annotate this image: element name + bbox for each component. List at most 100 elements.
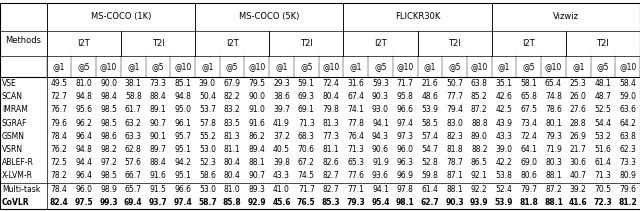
Text: @5: @5 xyxy=(522,62,535,71)
Text: 89.3: 89.3 xyxy=(248,185,265,194)
Text: 80.6: 80.6 xyxy=(520,171,537,180)
Text: I2T: I2T xyxy=(226,39,239,48)
Text: 71.3: 71.3 xyxy=(298,119,315,128)
Text: 82.2: 82.2 xyxy=(224,92,241,101)
Text: 62.8: 62.8 xyxy=(125,145,141,154)
Text: 91.6: 91.6 xyxy=(248,119,265,128)
Text: 97.5: 97.5 xyxy=(74,198,93,207)
Text: 96.2: 96.2 xyxy=(76,119,92,128)
Text: @10: @10 xyxy=(619,62,636,71)
Text: VSE: VSE xyxy=(2,79,17,88)
Text: 94.1: 94.1 xyxy=(372,119,389,128)
Text: 63.2: 63.2 xyxy=(125,119,141,128)
Text: 52.5: 52.5 xyxy=(595,106,611,115)
Text: Vizwiz: Vizwiz xyxy=(553,12,579,21)
Text: 69.0: 69.0 xyxy=(520,158,537,167)
Text: 62.7: 62.7 xyxy=(420,198,439,207)
Text: 38.1: 38.1 xyxy=(125,79,141,88)
Text: 90.7: 90.7 xyxy=(150,119,166,128)
Text: 88.4: 88.4 xyxy=(150,92,166,101)
Text: @10: @10 xyxy=(323,62,340,71)
Text: 92.2: 92.2 xyxy=(471,185,488,194)
Text: 94.4: 94.4 xyxy=(76,158,92,167)
Text: 96.3: 96.3 xyxy=(397,158,413,167)
Text: 77.3: 77.3 xyxy=(323,132,339,141)
Text: T2I: T2I xyxy=(448,39,461,48)
Text: 58.5: 58.5 xyxy=(422,119,438,128)
Text: 73.3: 73.3 xyxy=(619,158,636,167)
Text: 42.2: 42.2 xyxy=(495,158,513,167)
Text: VSRN: VSRN xyxy=(2,145,23,154)
Text: 93.0: 93.0 xyxy=(372,106,389,115)
Text: 49.5: 49.5 xyxy=(51,79,68,88)
Text: 94.2: 94.2 xyxy=(174,158,191,167)
Text: 72.3: 72.3 xyxy=(593,198,612,207)
Text: 96.4: 96.4 xyxy=(76,132,92,141)
Text: 39.0: 39.0 xyxy=(495,145,513,154)
Text: 51.6: 51.6 xyxy=(595,145,611,154)
Text: 82.4: 82.4 xyxy=(50,198,68,207)
Text: 78.2: 78.2 xyxy=(51,171,67,180)
Text: SGRAF: SGRAF xyxy=(2,119,28,128)
Text: 94.8: 94.8 xyxy=(174,92,191,101)
Text: 72.4: 72.4 xyxy=(323,79,339,88)
Text: 73.3: 73.3 xyxy=(150,79,166,88)
Text: 31.6: 31.6 xyxy=(348,79,364,88)
Text: 29.3: 29.3 xyxy=(273,79,290,88)
Text: 41.6: 41.6 xyxy=(569,198,588,207)
Text: 58.6: 58.6 xyxy=(199,171,216,180)
Text: 82.7: 82.7 xyxy=(323,171,339,180)
Text: 86.5: 86.5 xyxy=(471,158,488,167)
Text: 72.5: 72.5 xyxy=(51,158,67,167)
Text: 67.2: 67.2 xyxy=(298,158,315,167)
Text: @1: @1 xyxy=(498,62,510,71)
Text: 80.4: 80.4 xyxy=(224,158,241,167)
Text: 94.8: 94.8 xyxy=(76,92,92,101)
Text: 53.2: 53.2 xyxy=(595,132,611,141)
Text: Methods: Methods xyxy=(5,36,42,45)
Text: 63.8: 63.8 xyxy=(620,132,636,141)
Text: 61.7: 61.7 xyxy=(125,106,141,115)
Text: 81.1: 81.1 xyxy=(323,145,339,154)
Text: 37.2: 37.2 xyxy=(273,132,290,141)
Text: 28.8: 28.8 xyxy=(570,119,586,128)
Text: SCAN: SCAN xyxy=(2,92,23,101)
Text: 93.6: 93.6 xyxy=(372,171,389,180)
Text: @10: @10 xyxy=(100,62,117,71)
Text: @1: @1 xyxy=(53,62,65,71)
Text: @5: @5 xyxy=(152,62,164,71)
Text: 76.4: 76.4 xyxy=(348,132,364,141)
Text: 40.5: 40.5 xyxy=(273,145,290,154)
Text: 96.0: 96.0 xyxy=(397,145,413,154)
Text: 98.5: 98.5 xyxy=(100,119,117,128)
Text: @5: @5 xyxy=(596,62,609,71)
Text: 90.3: 90.3 xyxy=(372,92,389,101)
Text: @5: @5 xyxy=(226,62,238,71)
Text: 83.2: 83.2 xyxy=(224,106,241,115)
Text: 57.8: 57.8 xyxy=(199,119,216,128)
Text: 91.5: 91.5 xyxy=(150,185,166,194)
Text: 25.3: 25.3 xyxy=(570,79,587,88)
Text: 81.3: 81.3 xyxy=(323,119,339,128)
Text: 35.1: 35.1 xyxy=(495,79,513,88)
Text: 48.1: 48.1 xyxy=(595,79,611,88)
Text: 26.9: 26.9 xyxy=(570,132,587,141)
Text: 97.2: 97.2 xyxy=(100,158,117,167)
Text: 94.8: 94.8 xyxy=(76,145,92,154)
Text: 89.1: 89.1 xyxy=(150,106,166,115)
Text: 90.6: 90.6 xyxy=(372,145,389,154)
Text: 61.4: 61.4 xyxy=(595,158,611,167)
Text: @1: @1 xyxy=(201,62,214,71)
Text: 79.4: 79.4 xyxy=(446,106,463,115)
Text: 95.1: 95.1 xyxy=(174,171,191,180)
Text: 85.3: 85.3 xyxy=(322,198,340,207)
Text: 21.6: 21.6 xyxy=(422,79,438,88)
Text: 92.9: 92.9 xyxy=(248,198,266,207)
Text: 26.0: 26.0 xyxy=(570,92,587,101)
Text: 98.5: 98.5 xyxy=(100,171,117,180)
Text: 54.4: 54.4 xyxy=(595,119,611,128)
Text: 77.6: 77.6 xyxy=(348,171,364,180)
Text: 95.6: 95.6 xyxy=(76,106,92,115)
Text: 77.1: 77.1 xyxy=(348,185,364,194)
Text: 81.0: 81.0 xyxy=(224,185,241,194)
